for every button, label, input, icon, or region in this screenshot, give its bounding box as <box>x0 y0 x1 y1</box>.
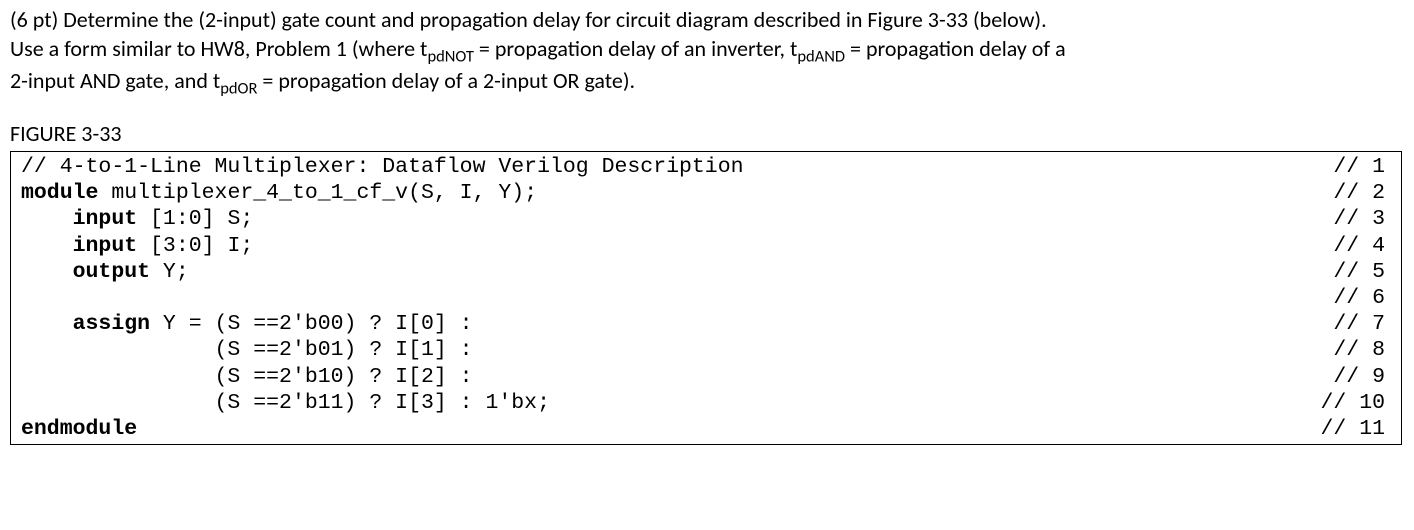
question-line-2: Use a form similar to HW8, Problem 1 (wh… <box>10 35 1404 68</box>
code-left-2: module multiplexer_4_to_1_cf_v(S, I, Y); <box>21 180 537 206</box>
code-line-number-5: // 5 <box>1333 259 1395 285</box>
code-line-number-4: // 4 <box>1333 233 1395 259</box>
code-line-number-2: // 2 <box>1333 180 1395 206</box>
code-left-6 <box>21 285 34 311</box>
figure-label: FIGURE 3-33 <box>10 120 1404 149</box>
code-line-10: (S ==2'b11) ? I[3] : 1'bx; // 10 <box>21 390 1395 416</box>
code-line-9: (S ==2'b10) ? I[2] : // 9 <box>21 364 1395 390</box>
code-line-number-11: // 11 <box>1320 416 1395 442</box>
question-line-3: 2-input AND gate, and tpdOR = propagatio… <box>10 67 1404 100</box>
code-line-1: // 4-to-1-Line Multiplexer: Dataflow Ver… <box>21 154 1395 180</box>
code-left-5: output Y; <box>21 259 189 285</box>
code-left-8: (S ==2'b01) ? I[1] : <box>21 337 473 363</box>
code-line-8: (S ==2'b01) ? I[1] : // 8 <box>21 337 1395 363</box>
code-left-10: (S ==2'b11) ? I[3] : 1'bx; <box>21 390 550 416</box>
code-line-number-3: // 3 <box>1333 206 1395 232</box>
question-text: (6 pt) Determine the (2-input) gate coun… <box>10 6 1404 100</box>
code-left-1: // 4-to-1-Line Multiplexer: Dataflow Ver… <box>21 154 744 180</box>
code-line-7: assign Y = (S ==2'b00) ? I[0] : // 7 <box>21 311 1395 337</box>
code-left-4: input [3:0] I; <box>21 233 253 259</box>
code-line-number-1: // 1 <box>1333 154 1395 180</box>
code-left-3: input [1:0] S; <box>21 206 253 232</box>
code-line-3: input [1:0] S; // 3 <box>21 206 1395 232</box>
code-line-2: module multiplexer_4_to_1_cf_v(S, I, Y);… <box>21 180 1395 206</box>
code-line-11: endmodule // 11 <box>21 416 1395 442</box>
page-root: (6 pt) Determine the (2-input) gate coun… <box>0 0 1414 530</box>
code-line-number-8: // 8 <box>1333 337 1395 363</box>
code-left-7: assign Y = (S ==2'b00) ? I[0] : <box>21 311 473 337</box>
code-left-11: endmodule <box>21 416 137 442</box>
code-line-5: output Y; // 5 <box>21 259 1395 285</box>
question-line-1: (6 pt) Determine the (2-input) gate coun… <box>10 6 1404 35</box>
code-line-6: // 6 <box>21 285 1395 311</box>
code-line-number-7: // 7 <box>1333 311 1395 337</box>
code-line-number-10: // 10 <box>1320 390 1395 416</box>
code-left-9: (S ==2'b10) ? I[2] : <box>21 364 473 390</box>
code-line-4: input [3:0] I; // 4 <box>21 233 1395 259</box>
code-line-number-6: // 6 <box>1333 285 1395 311</box>
code-box: // 4-to-1-Line Multiplexer: Dataflow Ver… <box>10 151 1402 445</box>
code-line-number-9: // 9 <box>1333 364 1395 390</box>
